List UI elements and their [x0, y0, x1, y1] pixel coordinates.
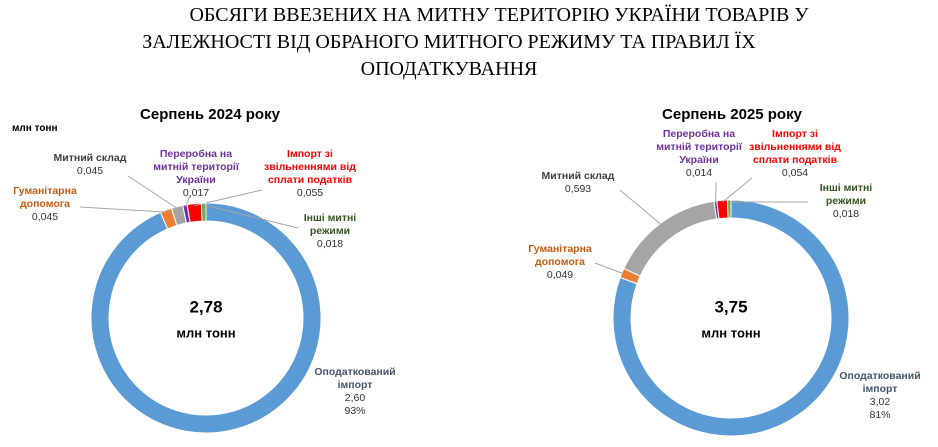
data-label: Імпорт зі звільненнями від сплати податк…: [745, 128, 845, 180]
data-label: Гуманітарна допомога 0,049: [515, 243, 605, 282]
leader-line: [79, 206, 167, 213]
category-label: Інші митні режими: [819, 182, 873, 207]
center-unit: млн тонн: [176, 325, 235, 340]
category-label: Оподаткований імпорт: [314, 366, 396, 391]
leader-line: [721, 177, 753, 203]
data-label: Переробна на митній території України 0,0…: [649, 128, 749, 180]
value-label: 0,049: [546, 269, 574, 281]
leader-line: [619, 189, 662, 226]
value-label: 0,018: [832, 208, 860, 220]
category-label: Оподаткований імпорт: [839, 370, 921, 395]
unit-note: млн тонн: [12, 123, 58, 134]
category-label: Гуманітарна допомога: [528, 243, 592, 268]
category-label: Імпорт зі звільненнями від сплати податк…: [264, 148, 356, 186]
title-line: ОБСЯГИ ВВЕЗЕНИХ НА МИТНУ ТЕРИТОРІЮ УКРАЇ…: [189, 4, 809, 26]
leader-line: [203, 204, 299, 229]
data-label: Інші митні режими 0,018: [806, 182, 886, 221]
chart-title: Серпень 2024 року: [140, 106, 281, 123]
percent-label: 93%: [344, 405, 366, 417]
category-label: Переробна на митній території України: [153, 148, 239, 186]
center-total: 2,78: [189, 297, 222, 316]
donut-slice: [716, 199, 729, 220]
center-unit: млн тонн: [701, 325, 760, 340]
percent-label: 81%: [869, 409, 891, 421]
value-label: 0,054: [781, 167, 809, 179]
data-label: Інші митні режими 0,018: [290, 212, 370, 251]
category-label: Гуманітарна допомога: [13, 185, 77, 210]
data-label: Переробна на митній території України 0,0…: [146, 148, 246, 200]
leader-line: [127, 175, 178, 210]
donut-slice: [90, 202, 322, 434]
data-label: Оподаткований імпорт 2,60 93%: [305, 366, 405, 418]
category-label: Митний склад: [541, 170, 615, 182]
value-label: 0,045: [76, 165, 104, 177]
chart-title: Серпень 2025 року: [662, 106, 803, 123]
center-total: 3,75: [714, 297, 747, 316]
title-line: ОПОДАТКУВАННЯ: [360, 58, 538, 80]
data-label: Митний склад 0,045: [50, 152, 130, 178]
donut-slice: [612, 199, 850, 437]
donut-slice: [726, 199, 732, 219]
data-label: Гуманітарна допомога 0,045: [5, 185, 85, 224]
category-label: Інші митні режими: [303, 212, 357, 237]
value-label: 0,014: [685, 167, 713, 179]
donut-slice: [200, 202, 207, 222]
value-label: 0,055: [296, 187, 324, 199]
category-label: Переробна на митній території України: [656, 128, 742, 166]
value-label: 3,02: [869, 396, 891, 408]
leader-line: [594, 262, 624, 275]
value-label: 0,593: [564, 183, 592, 195]
data-label: Митний склад 0,593: [533, 170, 623, 196]
donut-slice: [623, 200, 718, 277]
value-label: 0,045: [31, 211, 59, 223]
category-label: Імпорт зі звільненнями від сплати податк…: [749, 128, 841, 166]
data-label: Імпорт зі звільненнями від сплати податк…: [260, 148, 360, 200]
title-line: ЗАЛЕЖНОСТІ ВІД ОБРАНОГО МИТНОГО РЕЖИМУ Т…: [142, 31, 756, 53]
category-label: Митний склад: [53, 152, 127, 164]
value-label: 0,018: [316, 238, 344, 250]
data-label: Оподаткований імпорт 3,02 81%: [830, 370, 930, 422]
leader-line: [184, 195, 191, 208]
value-label: 2,60: [344, 392, 366, 404]
value-label: 0,017: [182, 187, 210, 199]
